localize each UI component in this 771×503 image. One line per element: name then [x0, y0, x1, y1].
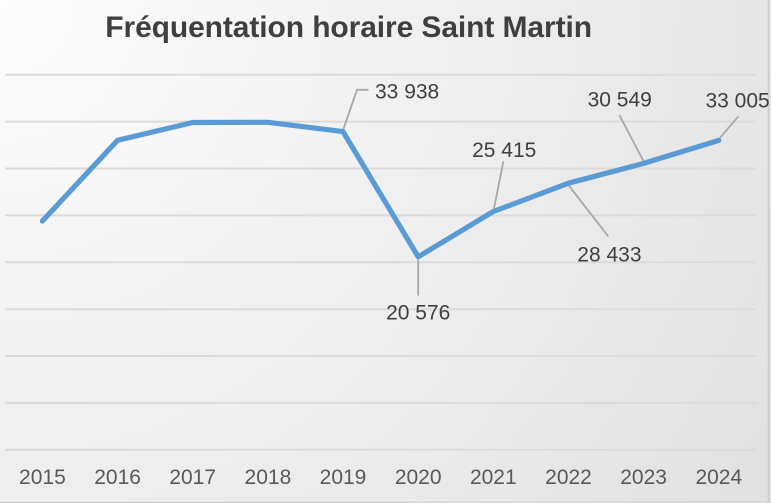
svg-text:2021: 2021	[470, 466, 517, 489]
svg-text:2023: 2023	[620, 466, 667, 489]
svg-text:2020: 2020	[395, 466, 442, 489]
svg-text:33 938: 33 938	[375, 80, 439, 103]
svg-text:2017: 2017	[169, 466, 216, 489]
svg-text:28 433: 28 433	[577, 244, 641, 267]
svg-text:33 005: 33 005	[705, 89, 769, 112]
svg-text:25 415: 25 415	[472, 139, 536, 162]
svg-text:20 576: 20 576	[386, 301, 450, 324]
svg-text:2022: 2022	[545, 466, 592, 489]
svg-text:2024: 2024	[695, 466, 742, 489]
svg-text:2018: 2018	[245, 466, 292, 489]
svg-text:Fréquentation horaire Saint Ma: Fréquentation horaire Saint Martin	[105, 11, 592, 44]
svg-text:2016: 2016	[94, 466, 141, 489]
svg-text:2019: 2019	[320, 466, 367, 489]
svg-text:30 549: 30 549	[588, 89, 652, 112]
svg-text:2015: 2015	[19, 466, 66, 489]
